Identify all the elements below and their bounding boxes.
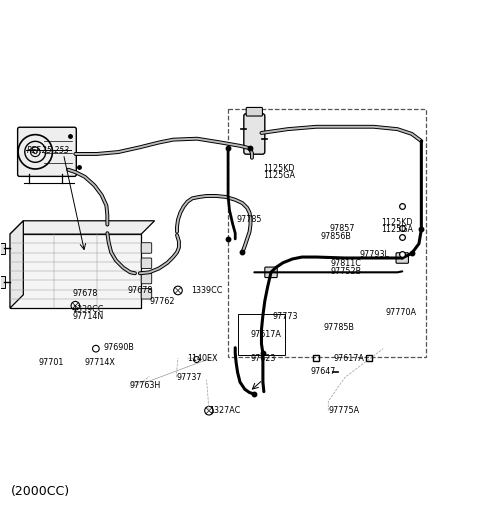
Text: 97678: 97678 — [128, 286, 153, 295]
Text: 97857: 97857 — [330, 224, 355, 233]
FancyBboxPatch shape — [141, 258, 152, 268]
Polygon shape — [10, 234, 141, 308]
FancyBboxPatch shape — [141, 288, 152, 299]
Text: 97763H: 97763H — [129, 381, 160, 391]
FancyBboxPatch shape — [265, 267, 277, 278]
Text: 1339CC: 1339CC — [191, 286, 222, 295]
Text: REF.25-253: REF.25-253 — [27, 146, 70, 155]
Text: (2000CC): (2000CC) — [11, 485, 70, 497]
Text: 97793L: 97793L — [360, 250, 389, 259]
Text: 1125KD: 1125KD — [381, 218, 412, 227]
Text: 1339CC: 1339CC — [72, 305, 103, 314]
Text: 97770A: 97770A — [385, 309, 417, 317]
Text: 1327AC: 1327AC — [209, 406, 240, 415]
Text: 97701: 97701 — [38, 358, 64, 366]
Text: 97775A: 97775A — [328, 406, 360, 415]
Text: 97647: 97647 — [311, 367, 336, 376]
Text: 97752B: 97752B — [331, 267, 362, 276]
FancyBboxPatch shape — [141, 273, 152, 284]
Text: 97785: 97785 — [236, 215, 262, 224]
FancyBboxPatch shape — [18, 127, 76, 176]
Text: 97737: 97737 — [177, 373, 202, 382]
Text: 97714X: 97714X — [85, 358, 116, 366]
Text: 97617A: 97617A — [251, 330, 281, 339]
Text: 97714N: 97714N — [72, 312, 103, 321]
Text: 97623: 97623 — [251, 353, 276, 363]
Text: 97773: 97773 — [273, 312, 298, 321]
Text: 97762: 97762 — [149, 297, 175, 307]
Bar — [0, 276, 5, 287]
Text: 1140EX: 1140EX — [188, 353, 218, 363]
Text: 97690B: 97690B — [103, 343, 134, 352]
Polygon shape — [10, 221, 155, 234]
Text: 97811C: 97811C — [331, 259, 361, 268]
Text: 1125KD: 1125KD — [263, 164, 294, 173]
FancyBboxPatch shape — [246, 107, 263, 116]
Bar — [238, 314, 285, 355]
Text: 97856B: 97856B — [320, 232, 351, 241]
Bar — [228, 109, 426, 357]
Text: 97617A: 97617A — [333, 353, 364, 363]
FancyBboxPatch shape — [141, 243, 152, 253]
Bar — [0, 243, 5, 254]
FancyBboxPatch shape — [396, 253, 408, 263]
Text: 1125GA: 1125GA — [381, 225, 413, 234]
FancyBboxPatch shape — [244, 114, 265, 154]
Text: 97678: 97678 — [72, 289, 97, 298]
Text: 1125GA: 1125GA — [263, 171, 295, 181]
Text: 97785B: 97785B — [324, 322, 355, 332]
Polygon shape — [10, 221, 24, 308]
